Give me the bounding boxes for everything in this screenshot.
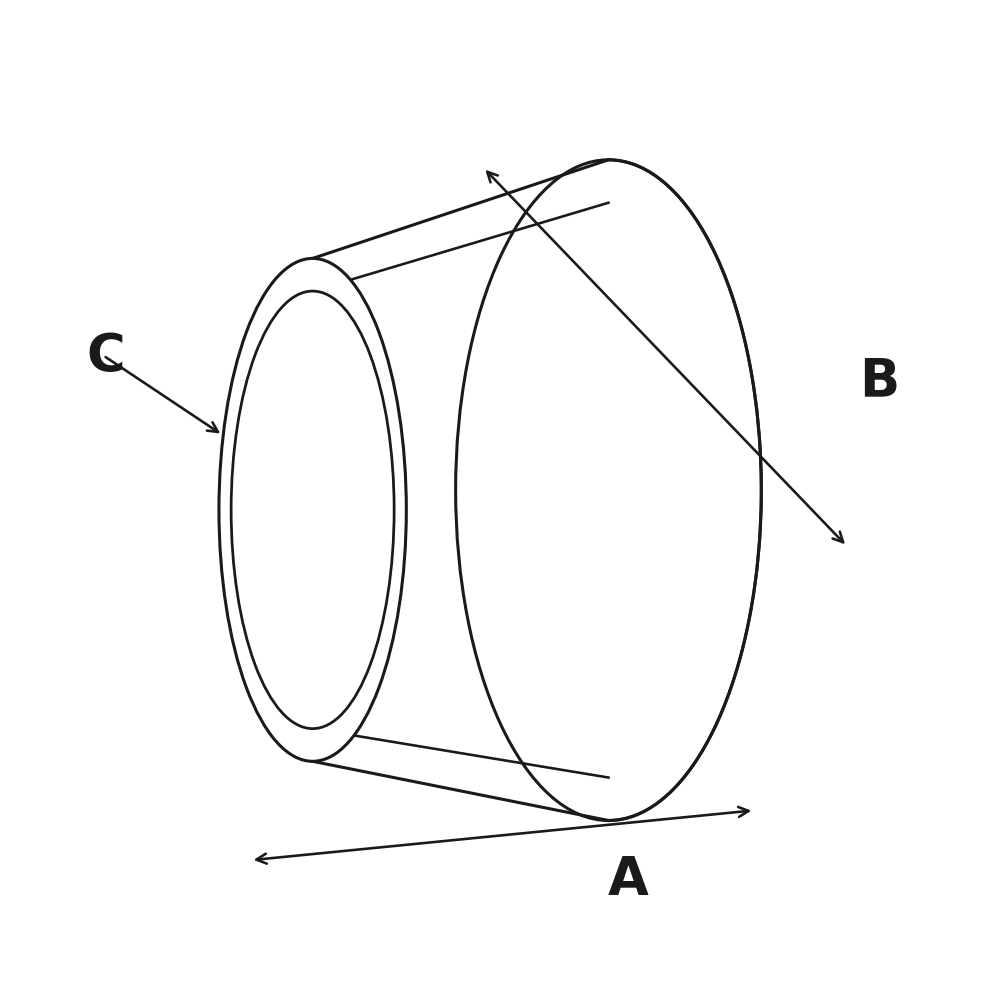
Ellipse shape bbox=[456, 160, 761, 820]
Text: C: C bbox=[86, 331, 125, 383]
Text: B: B bbox=[860, 356, 900, 408]
Ellipse shape bbox=[219, 258, 406, 761]
Text: A: A bbox=[608, 854, 649, 906]
